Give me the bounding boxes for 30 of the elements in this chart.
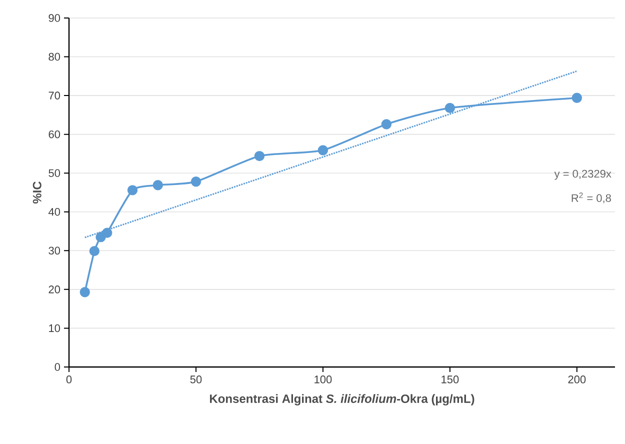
x-tick-label: 50 bbox=[190, 376, 202, 384]
y-tick-label: 10 bbox=[49, 324, 60, 332]
y-tick-label: 20 bbox=[48, 286, 60, 294]
x-tick-label: 100 bbox=[314, 376, 332, 384]
x-tick-label: 0 bbox=[66, 376, 72, 384]
point bbox=[127, 185, 138, 196]
point bbox=[190, 176, 202, 187]
x-axis-title: Konsentrasi Alginat S. ilicifolium-Okra (µg/mL) bbox=[210, 394, 474, 406]
point bbox=[572, 92, 582, 103]
y-tick-label: 30 bbox=[48, 246, 60, 255]
point bbox=[102, 228, 112, 238]
point bbox=[444, 102, 456, 114]
y-tick-label: 80 bbox=[48, 52, 60, 61]
y-tick-label: 70 bbox=[48, 92, 60, 100]
x-tick-label: 200 bbox=[568, 376, 586, 384]
y-axis-title: %IC bbox=[32, 181, 42, 204]
annotation: y = 0,2329x bbox=[554, 170, 612, 180]
point bbox=[254, 150, 265, 162]
y-tick-label: 50 bbox=[48, 169, 60, 177]
annotation: R$^{2}$ = 0,8 bbox=[572, 192, 611, 204]
point bbox=[381, 119, 392, 130]
y-tick-label: 40 bbox=[48, 208, 60, 216]
point bbox=[89, 246, 100, 256]
y-tick-label: 0 bbox=[54, 363, 60, 371]
y-tick-label: 60 bbox=[48, 130, 60, 138]
point bbox=[80, 287, 90, 298]
y-tick-label: 90 bbox=[48, 14, 60, 22]
point bbox=[152, 180, 163, 190]
x-tick-label: 150 bbox=[442, 376, 459, 384]
point bbox=[318, 145, 328, 156]
